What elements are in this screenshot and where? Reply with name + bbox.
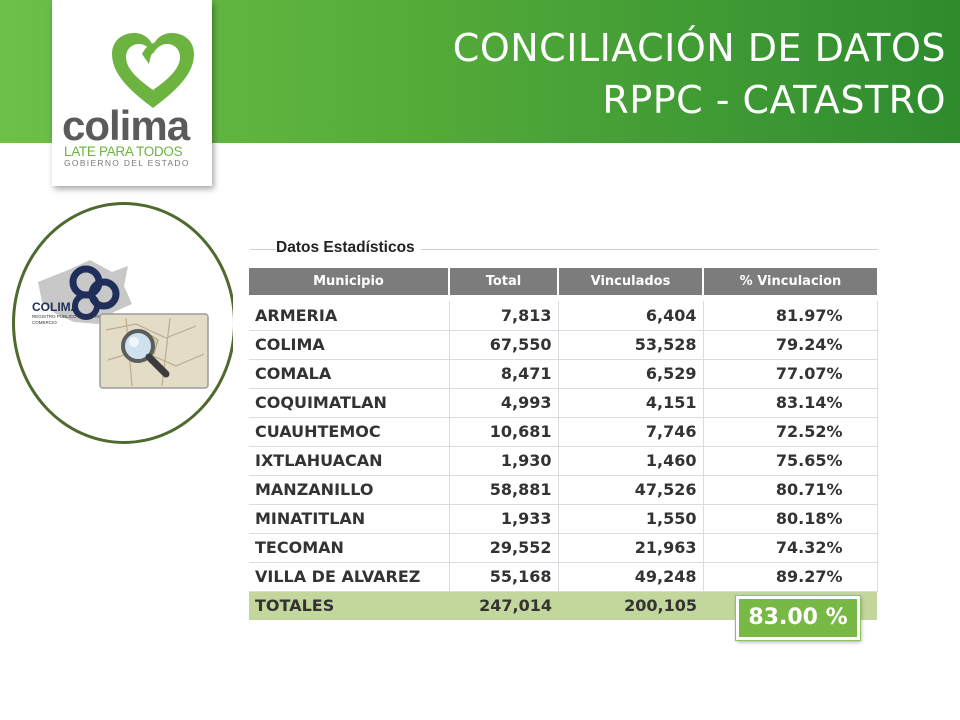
overall-percentage-badge: 83.00 % [735, 595, 861, 641]
cell-percent: 75.65% [703, 446, 878, 476]
statistics-table: Municipio Total Vinculados % Vinculacion… [249, 268, 878, 620]
table-row: COMALA 8,471 6,529 77.07% [249, 359, 878, 389]
cell-municipio: VILLA DE ALVAREZ [249, 562, 450, 592]
cell-municipio: IXTLAHUACAN [249, 446, 450, 476]
section-divider [250, 249, 878, 250]
cell-total: 1,930 [449, 446, 559, 476]
cell-vinculados: 1,460 [558, 446, 704, 476]
cell-vinculados: 1,550 [558, 504, 704, 534]
logo-tagline: LATE PARA TODOS [64, 144, 183, 159]
table-row: ARMERIA 7,813 6,404 81.97% [249, 301, 878, 331]
totals-label: TOTALES [249, 591, 449, 620]
cell-percent: 80.18% [703, 504, 878, 534]
cell-municipio: CUAUHTEMOC [249, 417, 450, 447]
cell-total: 29,552 [449, 533, 559, 563]
cell-total: 1,933 [449, 504, 559, 534]
cell-percent: 80.71% [703, 475, 878, 505]
table-row: CUAUHTEMOC 10,681 7,746 72.52% [249, 417, 878, 447]
cell-municipio: COLIMA [249, 330, 450, 360]
cell-percent: 83.14% [703, 388, 878, 418]
cell-total: 4,993 [449, 388, 559, 418]
cell-municipio: MANZANILLO [249, 475, 450, 505]
cell-percent: 77.07% [703, 359, 878, 389]
cell-total: 8,471 [449, 359, 559, 389]
cell-vinculados: 7,746 [558, 417, 704, 447]
column-header-total: Total [449, 268, 559, 295]
table-row: MINATITLAN 1,933 1,550 80.18% [249, 504, 878, 534]
logo-subtitle: GOBIERNO DEL ESTADO [64, 158, 190, 168]
cell-percent: 81.97% [703, 301, 878, 331]
table-row: VILLA DE ALVAREZ 55,168 49,248 89.27% [249, 562, 878, 592]
cell-percent: 74.32% [703, 533, 878, 563]
institution-name: COLIMA [32, 300, 80, 314]
column-header-vinculacion: % Vinculacion [703, 268, 877, 295]
cell-vinculados: 53,528 [558, 330, 704, 360]
slide-title: CONCILIACIÓN DE DATOS RPPC - CATASTRO [326, 22, 946, 126]
cell-total: 7,813 [449, 301, 559, 331]
cell-total: 55,168 [449, 562, 559, 592]
cell-municipio: COMALA [249, 359, 450, 389]
table-row: TECOMAN 29,552 21,963 74.32% [249, 533, 878, 563]
heart-logo-icon [112, 33, 194, 108]
cell-total: 67,550 [449, 330, 559, 360]
section-title: Datos Estadísticos [276, 239, 421, 257]
cell-vinculados: 47,526 [558, 475, 704, 505]
cell-vinculados: 49,248 [558, 562, 704, 592]
cell-percent: 79.24% [703, 330, 878, 360]
table-row: IXTLAHUACAN 1,930 1,460 75.65% [249, 446, 878, 476]
totals-total: 247,014 [449, 591, 558, 620]
cell-vinculados: 6,404 [558, 301, 704, 331]
cell-vinculados: 6,529 [558, 359, 704, 389]
totals-vinculados: 200,105 [558, 591, 703, 620]
cell-total: 10,681 [449, 417, 559, 447]
cell-total: 58,881 [449, 475, 559, 505]
cell-vinculados: 21,963 [558, 533, 704, 563]
cell-percent: 89.27% [703, 562, 878, 592]
map-magnifier-icon [99, 313, 209, 389]
cell-municipio: ARMERIA [249, 301, 450, 331]
logo-wordmark: colima [62, 102, 190, 149]
column-header-municipio: Municipio [249, 268, 450, 295]
column-header-vinculados: Vinculados [558, 268, 704, 295]
cell-municipio: MINATITLAN [249, 504, 450, 534]
institution-caption: REGISTRO PÚBLICO DE LA PROPIEDAD Y DEL C… [32, 314, 133, 325]
slide-title-line1: CONCILIACIÓN DE DATOS [452, 26, 946, 70]
colima-logo: colima LATE PARA TODOS GOBIERNO DEL ESTA… [52, 0, 212, 186]
cell-municipio: TECOMAN [249, 533, 450, 563]
table-row: MANZANILLO 58,881 47,526 80.71% [249, 475, 878, 505]
table-row: COQUIMATLAN 4,993 4,151 83.14% [249, 388, 878, 418]
cell-municipio: COQUIMATLAN [249, 388, 450, 418]
cell-vinculados: 4,151 [558, 388, 704, 418]
rppc-emblem-icon [38, 260, 132, 324]
cell-percent: 72.52% [703, 417, 878, 447]
slide-title-line2: RPPC - CATASTRO [602, 78, 946, 122]
table-header-row: Municipio Total Vinculados % Vinculacion [249, 268, 877, 295]
table-row: COLIMA 67,550 53,528 79.24% [249, 330, 878, 360]
